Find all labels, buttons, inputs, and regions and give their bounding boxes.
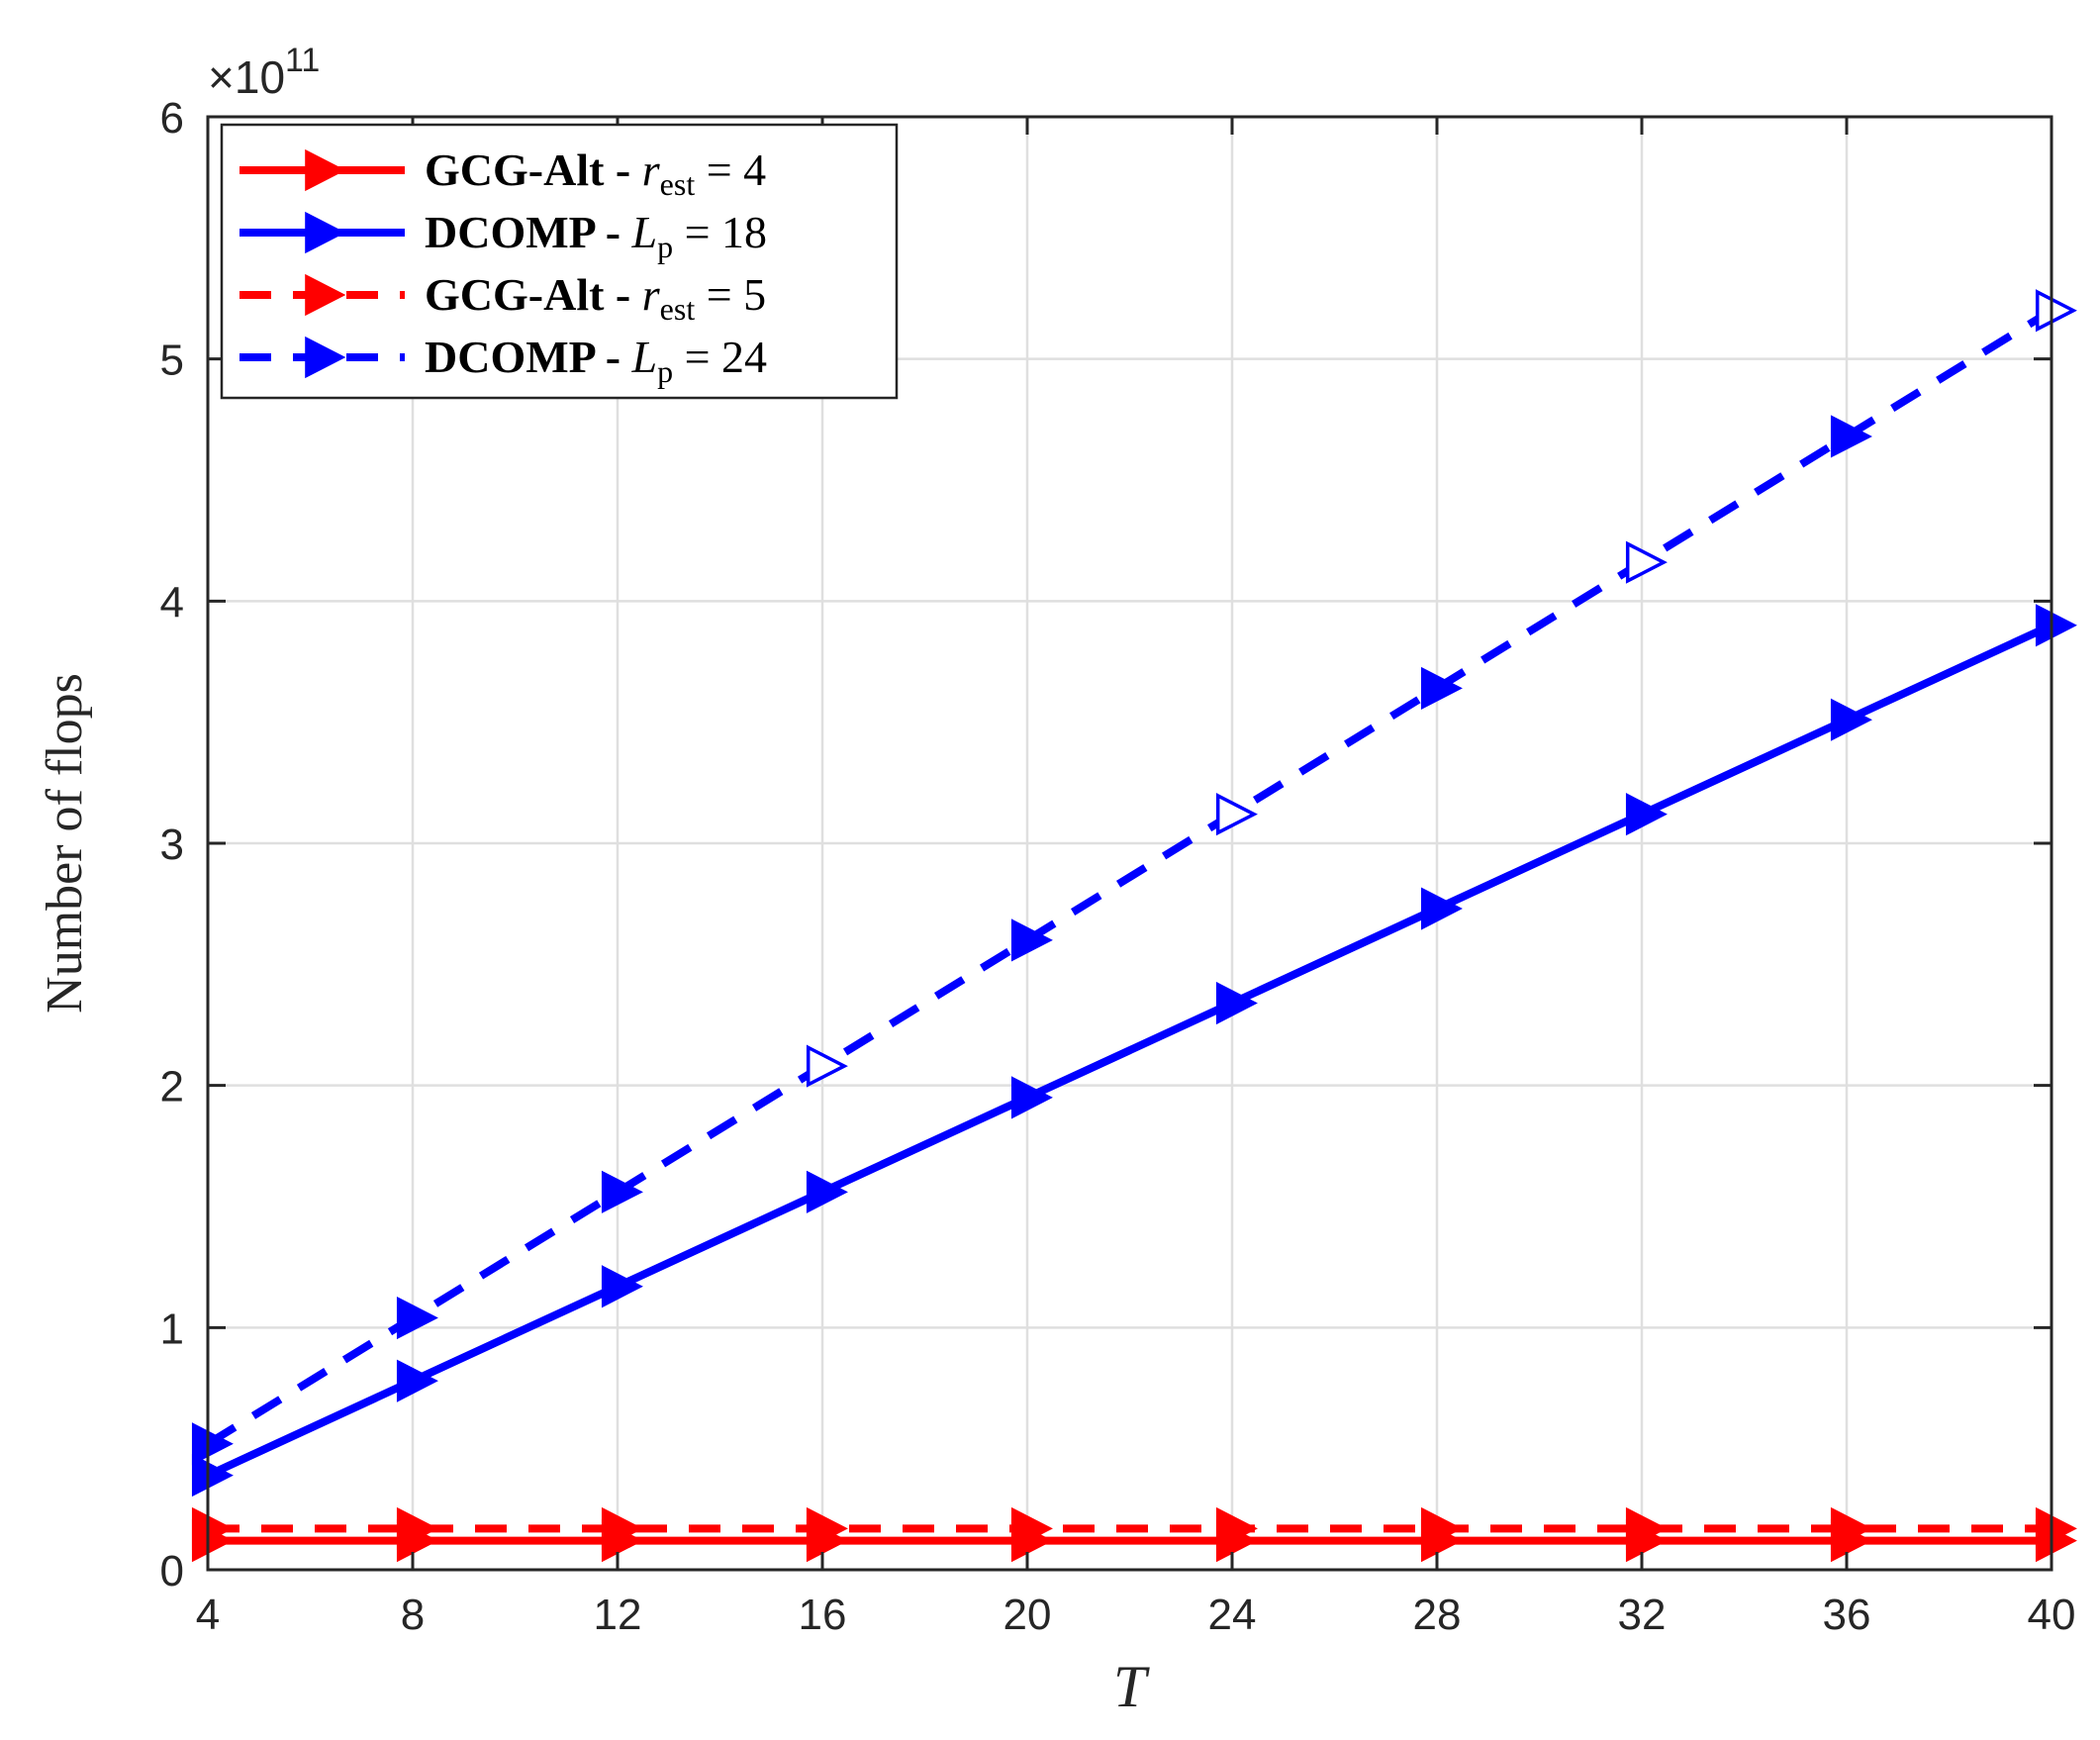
series-3	[191, 1506, 2077, 1550]
data-point	[2035, 289, 2077, 333]
data-point	[2035, 604, 2077, 647]
data-point	[601, 1506, 643, 1550]
data-point	[1215, 793, 1258, 836]
legend-label: DCOMP - Lp = 24	[425, 332, 767, 389]
legend-label-prefix: GCG-Alt -	[425, 269, 642, 320]
x-tick-label: 36	[1823, 1591, 1871, 1639]
legend-entry: DCOMP - Lp = 18	[239, 207, 767, 264]
legend-label-suffix: = 5	[695, 269, 766, 320]
data-point	[396, 1359, 438, 1402]
data-point	[1830, 415, 1872, 458]
series-line	[206, 622, 2053, 1480]
x-tick-label: 40	[2028, 1591, 2076, 1639]
y-tick-label: 6	[160, 94, 184, 143]
data-point	[1420, 887, 1463, 930]
legend-label-subscript: p	[657, 353, 673, 389]
legend-label: GCG-Alt - rest = 5	[425, 269, 766, 327]
legend-marker	[305, 148, 346, 192]
data-point	[1010, 1076, 1053, 1119]
x-axis-title: T	[1113, 1654, 1150, 1719]
data-point	[1010, 918, 1053, 962]
x-tick-label: 16	[799, 1591, 847, 1639]
y-tick-label: 4	[160, 578, 184, 627]
data-point	[1420, 1506, 1463, 1550]
series-4	[191, 289, 2077, 1466]
y-exponent-power: 11	[285, 42, 320, 79]
legend-label-variable: r	[642, 145, 661, 195]
legend-label-variable: L	[631, 207, 658, 257]
data-point	[191, 1506, 234, 1550]
x-tick-label: 12	[594, 1591, 642, 1639]
data-point	[1830, 698, 1872, 741]
y-exponent-base: ×10	[208, 51, 285, 103]
legend-marker	[305, 336, 346, 379]
data-point	[1625, 540, 1668, 584]
legend-label-prefix: DCOMP -	[425, 332, 632, 382]
data-point	[806, 1170, 848, 1213]
y-tick-label: 1	[160, 1305, 184, 1353]
legend-label-prefix: GCG-Alt -	[425, 145, 642, 195]
y-exponent-label: ×1011	[208, 42, 320, 103]
legend-marker	[305, 211, 346, 254]
series-layer	[191, 289, 2077, 1563]
legend-label-subscript: p	[657, 229, 673, 264]
data-point	[806, 1044, 848, 1088]
y-tick-label: 2	[160, 1063, 184, 1112]
legend-label: DCOMP - Lp = 18	[425, 207, 767, 264]
legend-label-subscript: est	[660, 166, 696, 202]
data-point	[1830, 1506, 1872, 1550]
legend-marker	[305, 273, 346, 317]
y-tick-label: 0	[160, 1547, 184, 1595]
data-point	[1215, 981, 1258, 1025]
y-tick-label: 5	[160, 337, 184, 385]
legend-entry: GCG-Alt - rest = 4	[239, 145, 766, 202]
legend-label-subscript: est	[660, 291, 696, 327]
x-tick-label: 28	[1413, 1591, 1462, 1639]
data-point	[191, 1422, 234, 1466]
data-point	[1625, 793, 1668, 836]
y-axis-title: Number of flops	[37, 673, 93, 1014]
data-point	[1420, 666, 1463, 711]
data-point	[191, 1453, 234, 1498]
x-tick-label: 32	[1618, 1591, 1667, 1639]
legend-entry: DCOMP - Lp = 24	[239, 332, 767, 389]
legend-label: GCG-Alt - rest = 4	[425, 145, 766, 202]
data-point	[396, 1506, 438, 1550]
x-tick-label: 24	[1208, 1591, 1257, 1639]
series-line	[205, 307, 2054, 1448]
x-tick-label: 20	[1003, 1591, 1052, 1639]
data-point	[2035, 1506, 2077, 1550]
legend-label-suffix: = 4	[695, 145, 766, 195]
data-point	[601, 1170, 643, 1213]
data-point	[1215, 1506, 1258, 1550]
legend-entry: GCG-Alt - rest = 5	[239, 269, 766, 327]
series-2	[191, 604, 2077, 1498]
data-point	[396, 1296, 438, 1340]
data-point	[806, 1506, 848, 1550]
legend-label-suffix: = 24	[673, 332, 767, 382]
legend-label-suffix: = 18	[673, 207, 767, 257]
legend-label-variable: L	[631, 332, 658, 382]
data-point	[1010, 1506, 1053, 1550]
legend-label-variable: r	[642, 269, 661, 320]
data-point	[1625, 1506, 1668, 1550]
x-tick-label: 8	[401, 1591, 425, 1639]
data-point	[601, 1265, 643, 1308]
legend-label-prefix: DCOMP -	[425, 207, 632, 257]
y-tick-label: 3	[160, 821, 184, 869]
x-tick-label: 4	[196, 1591, 220, 1639]
